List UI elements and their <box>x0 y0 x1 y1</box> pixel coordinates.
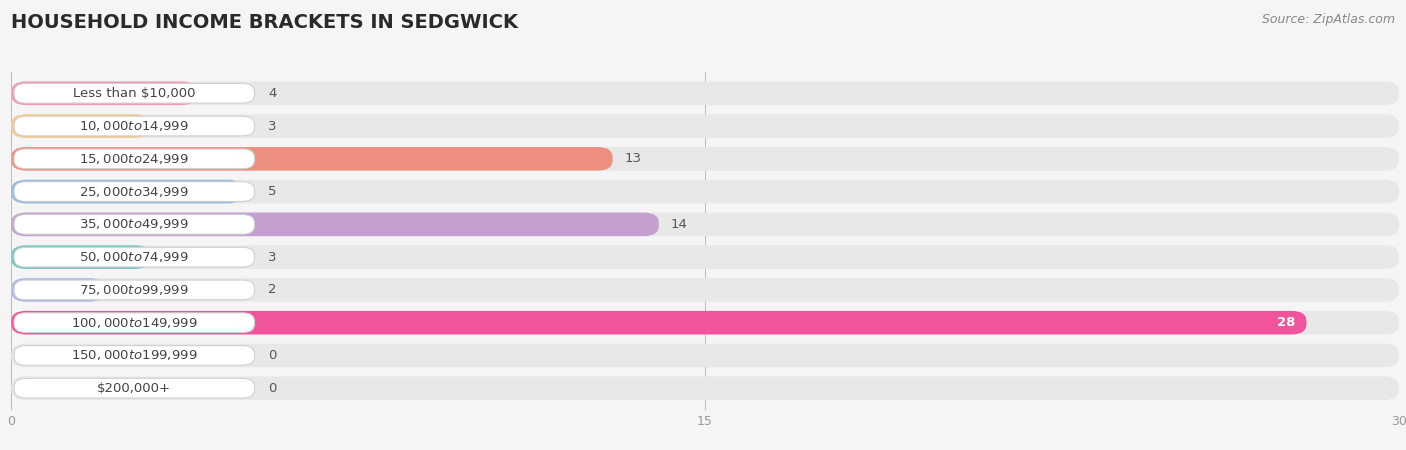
FancyBboxPatch shape <box>11 114 150 138</box>
FancyBboxPatch shape <box>11 147 1399 171</box>
FancyBboxPatch shape <box>11 278 1399 302</box>
Text: 5: 5 <box>269 185 277 198</box>
Text: 14: 14 <box>671 218 688 231</box>
Text: 3: 3 <box>269 251 277 264</box>
Text: $100,000 to $149,999: $100,000 to $149,999 <box>72 315 198 330</box>
Text: 2: 2 <box>269 284 277 297</box>
FancyBboxPatch shape <box>11 344 1399 367</box>
Text: 3: 3 <box>269 120 277 133</box>
FancyBboxPatch shape <box>14 346 254 365</box>
FancyBboxPatch shape <box>14 280 254 300</box>
FancyBboxPatch shape <box>14 378 254 398</box>
FancyBboxPatch shape <box>14 248 254 267</box>
FancyBboxPatch shape <box>11 311 1399 334</box>
FancyBboxPatch shape <box>11 278 104 302</box>
FancyBboxPatch shape <box>11 114 1399 138</box>
Text: $75,000 to $99,999: $75,000 to $99,999 <box>80 283 190 297</box>
Text: $50,000 to $74,999: $50,000 to $74,999 <box>80 250 190 264</box>
FancyBboxPatch shape <box>11 81 197 105</box>
Text: $150,000 to $199,999: $150,000 to $199,999 <box>72 348 198 362</box>
FancyBboxPatch shape <box>14 149 254 169</box>
FancyBboxPatch shape <box>14 116 254 136</box>
FancyBboxPatch shape <box>14 215 254 234</box>
FancyBboxPatch shape <box>11 245 1399 269</box>
FancyBboxPatch shape <box>14 313 254 333</box>
FancyBboxPatch shape <box>14 182 254 202</box>
Text: 4: 4 <box>269 87 277 100</box>
Text: $15,000 to $24,999: $15,000 to $24,999 <box>80 152 190 166</box>
FancyBboxPatch shape <box>11 180 1399 203</box>
Text: $25,000 to $34,999: $25,000 to $34,999 <box>80 184 190 198</box>
FancyBboxPatch shape <box>11 212 1399 236</box>
Text: $10,000 to $14,999: $10,000 to $14,999 <box>80 119 190 133</box>
FancyBboxPatch shape <box>11 180 242 203</box>
FancyBboxPatch shape <box>11 245 150 269</box>
Text: HOUSEHOLD INCOME BRACKETS IN SEDGWICK: HOUSEHOLD INCOME BRACKETS IN SEDGWICK <box>11 14 519 32</box>
FancyBboxPatch shape <box>11 81 1399 105</box>
Text: Less than $10,000: Less than $10,000 <box>73 87 195 100</box>
FancyBboxPatch shape <box>11 311 1306 334</box>
FancyBboxPatch shape <box>11 147 613 171</box>
FancyBboxPatch shape <box>11 212 659 236</box>
Text: $35,000 to $49,999: $35,000 to $49,999 <box>80 217 190 231</box>
Text: 0: 0 <box>269 382 277 395</box>
FancyBboxPatch shape <box>11 376 1399 400</box>
Text: 0: 0 <box>269 349 277 362</box>
Text: 28: 28 <box>1277 316 1295 329</box>
Text: $200,000+: $200,000+ <box>97 382 172 395</box>
Text: Source: ZipAtlas.com: Source: ZipAtlas.com <box>1261 14 1395 27</box>
FancyBboxPatch shape <box>14 83 254 103</box>
Text: 13: 13 <box>624 153 641 165</box>
